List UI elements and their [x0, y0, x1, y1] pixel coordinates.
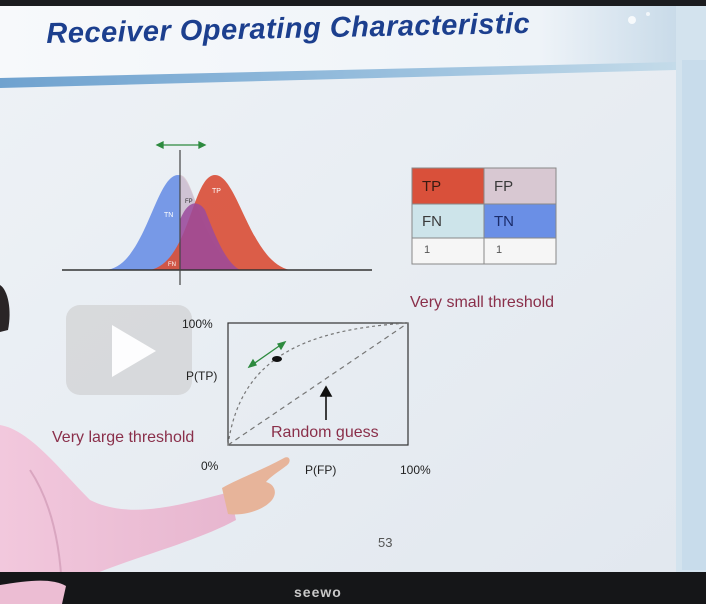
- roc-y-max-label: 100%: [182, 317, 213, 331]
- roc-x-max-label: 100%: [400, 463, 431, 477]
- double-arrow-icon: [247, 340, 287, 369]
- table-fp-cell: FP: [494, 178, 514, 195]
- header-band: [0, 62, 676, 88]
- table-fn-cell: FN: [422, 213, 442, 230]
- play-icon: [112, 325, 156, 377]
- roc-origin-label: 0%: [201, 459, 219, 473]
- distribution-fp-label: FP: [185, 199, 193, 205]
- roc-plot: [227, 322, 409, 446]
- distribution-fn-label: FN: [168, 262, 176, 268]
- operating-point: [272, 356, 282, 362]
- page-number: 53: [378, 535, 393, 550]
- distribution-tp-label: TP: [212, 188, 221, 195]
- monitor-brand-logo: seewo: [294, 584, 342, 600]
- slide-header: [0, 6, 676, 78]
- table-tp-cell: TP: [422, 178, 442, 195]
- slide-screen: [0, 6, 676, 572]
- roc-y-axis-label: P(TP): [186, 369, 218, 383]
- confusion-table: [411, 167, 557, 265]
- random-guess-label: Random guess: [271, 424, 379, 441]
- table-tn-cell: TN: [494, 213, 514, 230]
- presenter: [0, 285, 706, 604]
- table-cell-r3c1: 1: [424, 244, 431, 256]
- distribution-plot: [62, 140, 372, 285]
- roc-x-axis-label: P(FP): [305, 463, 337, 477]
- very-large-threshold-label: Very large threshold: [52, 429, 195, 446]
- double-arrow-icon: [155, 140, 207, 150]
- video-play-button[interactable]: [66, 305, 192, 395]
- table-cell-r3c2: 1: [496, 244, 503, 256]
- pointing-hand: [222, 457, 290, 515]
- distribution-tn-label: TN: [164, 212, 174, 219]
- very-small-threshold-label: Very small threshold: [410, 294, 555, 311]
- up-arrow-icon: [319, 385, 333, 420]
